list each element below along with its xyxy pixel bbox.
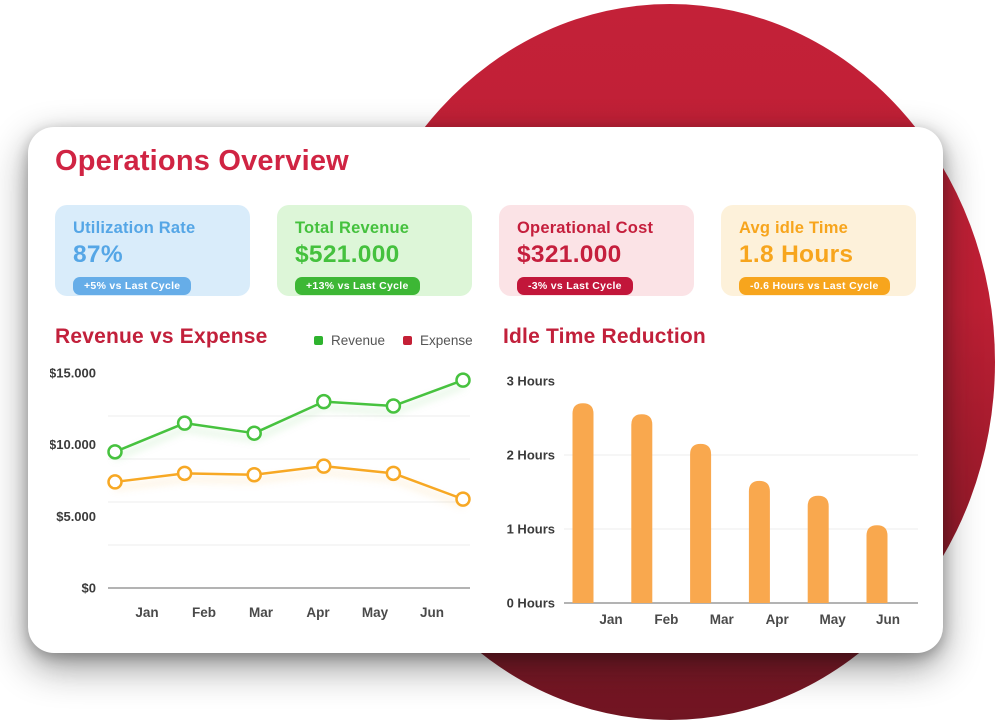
y-tick-label: $5.000	[56, 509, 96, 524]
kpi-trend-badge: +13% vs Last Cycle	[295, 277, 420, 295]
kpi-value: 87%	[73, 241, 123, 268]
y-tick-label: 1 Hours	[507, 522, 555, 537]
expense-data-point[interactable]	[107, 474, 123, 490]
x-tick-label: Mar	[710, 612, 735, 627]
revenue-data-point[interactable]	[455, 372, 471, 388]
y-tick-label: $10.000	[50, 437, 96, 452]
x-tick-label: May	[819, 612, 846, 627]
y-tick-label: 0 Hours	[507, 596, 555, 611]
kpi-row: Utilization Rate 87% +5% vs Last Cycle T…	[55, 205, 917, 296]
expense-data-point[interactable]	[176, 465, 193, 482]
y-tick-label: $0	[82, 581, 96, 596]
x-tick-label: Feb	[192, 605, 216, 620]
x-tick-label: Apr	[306, 605, 330, 620]
x-tick-label: Jun	[420, 605, 444, 620]
idle-time-bar[interactable]	[631, 414, 653, 603]
x-tick-label: Jun	[876, 612, 900, 627]
kpi-title: Total Revenue	[295, 219, 410, 237]
x-tick-label: Jan	[135, 605, 158, 620]
x-tick-label: Mar	[249, 605, 274, 620]
revenue-expense-line-chart[interactable]: $15.000 $10.000 $5.000 $0 Jan Feb Mar Apr May Jun	[50, 360, 500, 645]
kpi-card-total-revenue[interactable]: Total Revenue $521.000 +13% vs Last Cycl…	[277, 205, 472, 296]
kpi-title: Operational Cost	[517, 219, 654, 237]
kpi-value: 1.8 Hours	[739, 241, 854, 268]
idle-time-bar[interactable]	[690, 443, 712, 603]
kpi-trend-badge: -0.6 Hours vs Last Cycle	[739, 277, 890, 295]
y-tick-label: 2 Hours	[507, 448, 555, 463]
revenue-data-point[interactable]	[246, 425, 262, 441]
kpi-title: Utilization Rate	[73, 219, 196, 237]
idle-time-bar[interactable]	[807, 495, 829, 603]
revenue-data-point[interactable]	[176, 415, 193, 431]
bar-chart-title: Idle Time Reduction	[503, 325, 706, 348]
dashboard-card: Operations Overview Utilization Rate 87%…	[28, 127, 943, 653]
expense-data-point[interactable]	[246, 467, 262, 483]
kpi-card-operational-cost[interactable]: Operational Cost $321.000 -3% vs Last Cy…	[499, 205, 694, 296]
expense-data-point[interactable]	[316, 458, 332, 474]
chart-legend: Revenue Expense	[314, 333, 473, 348]
idle-time-bar-chart[interactable]: 3 Hours 2 Hours 1 Hours 0 Hours Jan Feb Mar Apr…	[495, 360, 935, 650]
kpi-trend-badge: -3% vs Last Cycle	[517, 277, 633, 295]
revenue-data-point[interactable]	[107, 444, 123, 460]
idle-time-bar[interactable]	[572, 403, 594, 603]
x-tick-label: Feb	[654, 612, 678, 627]
expense-data-point[interactable]	[385, 465, 402, 482]
idle-time-bar[interactable]	[866, 525, 888, 603]
revenue-data-point[interactable]	[385, 398, 402, 414]
line-chart-title: Revenue vs Expense	[55, 325, 268, 348]
legend-label: Expense	[420, 333, 473, 348]
y-tick-label: $15.000	[50, 366, 96, 381]
kpi-card-utilization-rate[interactable]: Utilization Rate 87% +5% vs Last Cycle	[55, 205, 250, 296]
line-series-expense	[113, 464, 465, 501]
expense-data-point[interactable]	[455, 491, 471, 507]
x-tick-label: May	[362, 605, 389, 620]
kpi-title: Avg idle Time	[739, 219, 848, 237]
kpi-trend-badge: +5% vs Last Cycle	[73, 277, 192, 295]
y-tick-label: 3 Hours	[507, 374, 555, 389]
legend-item-revenue[interactable]: Revenue	[314, 333, 385, 348]
x-tick-label: Apr	[766, 612, 790, 627]
legend-item-expense[interactable]: Expense	[403, 333, 473, 348]
legend-label: Revenue	[331, 333, 386, 348]
page-title: Operations Overview	[55, 145, 349, 177]
x-tick-label: Jan	[599, 612, 622, 627]
expense-legend-swatch-icon	[403, 336, 413, 345]
kpi-value: $521.000	[295, 241, 400, 268]
revenue-legend-swatch-icon	[314, 336, 323, 345]
line-series-revenue	[113, 378, 465, 454]
idle-time-bar[interactable]	[748, 480, 770, 603]
kpi-card-avg-idle-time[interactable]: Avg idle Time 1.8 Hours -0.6 Hours vs La…	[721, 205, 916, 296]
revenue-data-point[interactable]	[316, 393, 332, 410]
kpi-value: $321.000	[517, 241, 622, 268]
